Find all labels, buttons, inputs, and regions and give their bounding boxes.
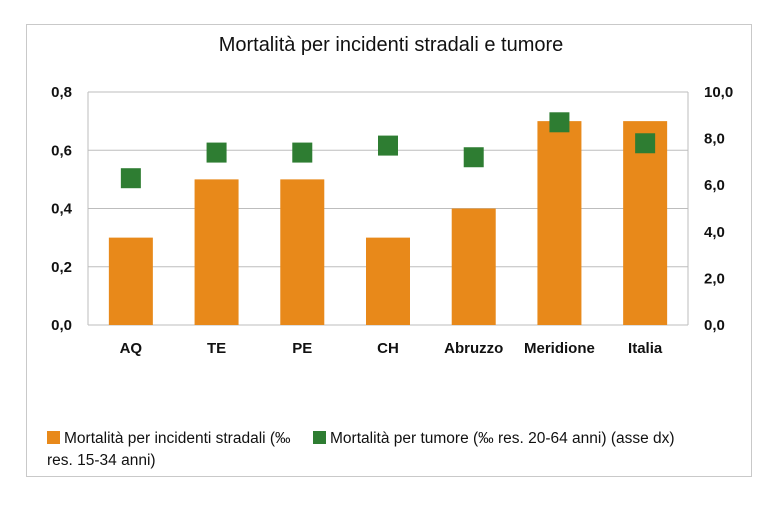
marker-point <box>292 142 313 163</box>
bar <box>280 179 325 325</box>
marker-point <box>635 133 656 154</box>
left-tick-label: 0,0 <box>51 317 72 334</box>
right-tick-label: 4,0 <box>704 224 725 241</box>
right-tick-label: 6,0 <box>704 177 725 194</box>
left-tick-label: 0,8 <box>51 84 72 101</box>
right-tick-label: 8,0 <box>704 131 725 148</box>
right-tick-label: 10,0 <box>704 84 733 101</box>
marker-point <box>463 147 484 168</box>
bar <box>451 208 496 325</box>
marker-point <box>549 112 570 133</box>
left-tick-label: 0,6 <box>51 142 72 159</box>
right-tick-label: 2,0 <box>704 270 725 287</box>
marker-point <box>120 168 141 189</box>
category-label: TE <box>207 340 226 357</box>
category-label: PE <box>292 340 312 357</box>
bar <box>537 121 582 325</box>
marker-point <box>206 142 227 163</box>
left-tick-label: 0,4 <box>51 201 73 218</box>
left-tick-label: 0,2 <box>51 259 72 276</box>
category-label: Abruzzo <box>444 340 503 357</box>
category-label: CH <box>377 340 399 357</box>
category-label: Italia <box>628 340 663 357</box>
marker-point <box>378 135 398 156</box>
legend-swatch-tumour <box>313 431 326 444</box>
bar <box>623 121 668 325</box>
bar <box>366 237 410 325</box>
chart-title: Mortalità per incidenti stradali e tumor… <box>219 34 564 56</box>
category-label: Meridione <box>524 340 595 357</box>
legend-item-roads: Mortalità per incidenti stradali (‰ res.… <box>47 428 317 472</box>
legend-label-tumour: Mortalità per tumore (‰ res. 20-64 anni)… <box>330 430 675 447</box>
right-tick-label: 0,0 <box>704 317 725 334</box>
bar <box>194 179 239 325</box>
legend-label-roads: Mortalità per incidenti stradali (‰ res.… <box>47 430 291 469</box>
legend-item-tumour: Mortalità per tumore (‰ res. 20-64 anni)… <box>313 428 675 450</box>
bar <box>108 237 153 325</box>
category-label: AQ <box>120 340 143 357</box>
legend-swatch-roads <box>47 431 60 444</box>
